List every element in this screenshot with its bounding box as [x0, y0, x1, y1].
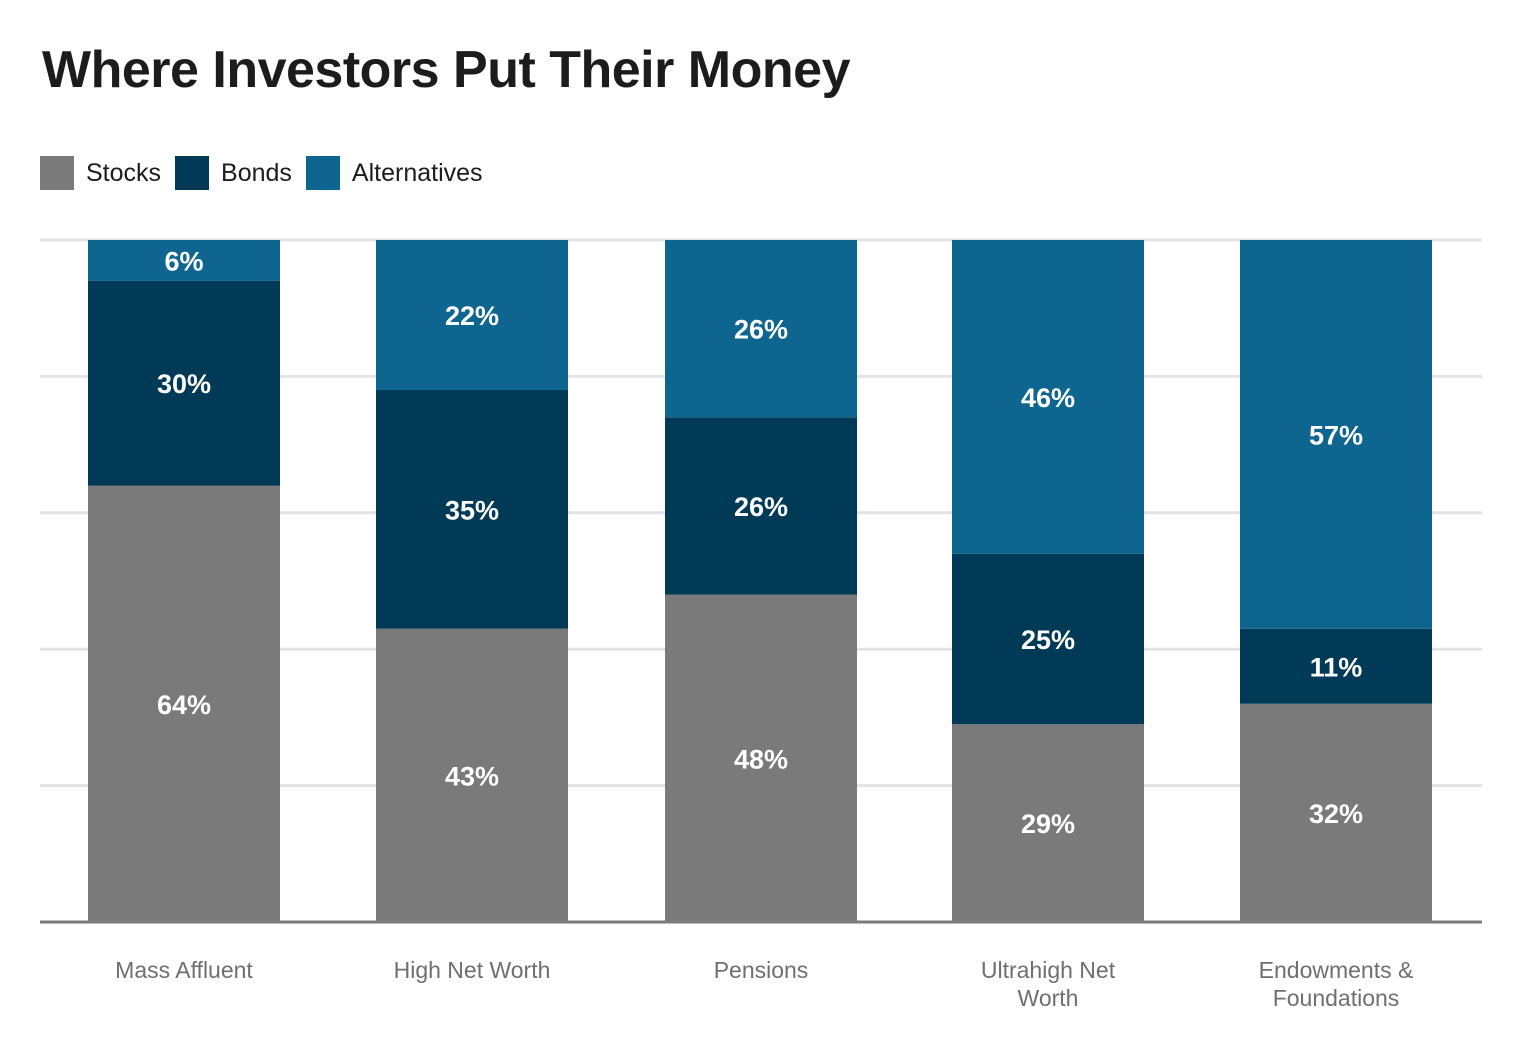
data-label: 64%: [157, 690, 211, 720]
data-label: 32%: [1309, 799, 1363, 829]
legend-swatch-alternatives: [305, 156, 340, 190]
legend-item-stocks: Stocks: [40, 156, 161, 190]
legend-swatch-bonds: [175, 156, 210, 190]
data-label: 35%: [445, 495, 499, 525]
data-label: 6%: [164, 246, 203, 276]
data-label: 46%: [1021, 383, 1075, 413]
bar-segment-bonds: [88, 280, 280, 486]
data-label: 43%: [445, 761, 499, 791]
bar-segment-stocks: [665, 594, 857, 922]
bar-segment-bonds: [665, 417, 857, 595]
data-label: 11%: [1310, 652, 1363, 682]
bar-segment-alternatives: [952, 240, 1144, 554]
legend-label-stocks: Stocks: [86, 158, 162, 187]
category-label: Pensions: [714, 957, 809, 983]
legend-item-bonds: Bonds: [175, 156, 292, 190]
data-label: 22%: [445, 301, 499, 331]
bar-segment-alternatives: [1240, 240, 1432, 629]
category-label: Endowments &: [1259, 957, 1414, 983]
data-label: 25%: [1021, 625, 1075, 655]
legend-item-alternatives: Alternatives: [305, 156, 483, 190]
bar-segment-bonds: [1240, 628, 1432, 704]
bar-segment-alternatives: [376, 240, 568, 391]
chart-legend: Stocks Bonds Alternatives: [40, 156, 497, 190]
data-label: 29%: [1021, 809, 1075, 839]
data-label: 48%: [734, 744, 788, 774]
category-label: Ultrahigh Net: [981, 957, 1116, 983]
category-label: Mass Affluent: [115, 957, 253, 983]
bar-segment-stocks: [88, 485, 280, 922]
chart-title: Where Investors Put Their Money: [42, 41, 851, 99]
bar-segment-alternatives: [88, 240, 280, 281]
data-label: 26%: [734, 492, 788, 522]
data-label: 57%: [1309, 420, 1363, 450]
data-label: 30%: [157, 369, 211, 399]
bar-segment-stocks: [952, 724, 1144, 922]
bar-segment-bonds: [376, 390, 568, 629]
bar-segment-stocks: [1240, 703, 1432, 922]
bar-segment-stocks: [376, 628, 568, 922]
bar-segment-bonds: [952, 553, 1144, 725]
legend-label-alternatives: Alternatives: [351, 158, 483, 187]
legend-swatch-stocks: [40, 156, 74, 190]
category-label: Foundations: [1273, 985, 1400, 1011]
data-label: 26%: [734, 315, 788, 345]
category-label: Worth: [1018, 985, 1079, 1011]
category-label: High Net Worth: [394, 957, 551, 983]
bar-segment-alternatives: [665, 240, 857, 418]
legend-label-bonds: Bonds: [221, 158, 292, 187]
